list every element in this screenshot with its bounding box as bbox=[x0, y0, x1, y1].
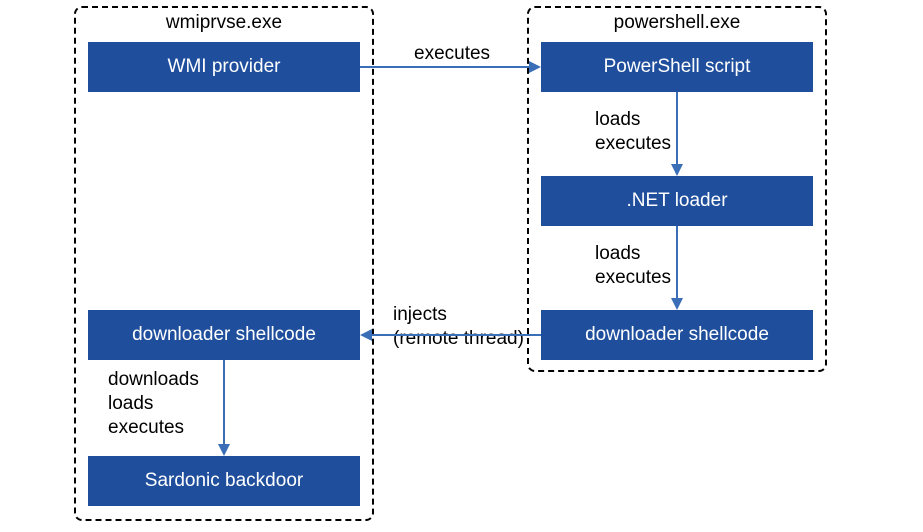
edge-label-line: executes bbox=[108, 416, 199, 440]
edge-label-injects: injects (remote thread) bbox=[393, 303, 524, 351]
edge-label-line: loads bbox=[595, 108, 671, 132]
node-downloader-shellcode-left: downloader shellcode bbox=[88, 310, 360, 360]
node-net-loader: .NET loader bbox=[541, 176, 813, 226]
diagram-canvas: wmiprvse.exe powershell.exe WMI provider… bbox=[0, 0, 923, 532]
edge-label-downloads-loads-executes: downloads loads executes bbox=[108, 368, 199, 439]
edge-label-line: executes bbox=[595, 132, 671, 156]
node-sardonic-backdoor: Sardonic backdoor bbox=[88, 456, 360, 506]
edge-label-line: downloads bbox=[108, 368, 199, 392]
container-title-wmiprvse: wmiprvse.exe bbox=[166, 12, 282, 34]
edge-label-loads-executes-1: loads executes bbox=[595, 108, 671, 156]
edge-label-line: executes bbox=[595, 266, 671, 290]
edge-label-line: loads bbox=[108, 392, 199, 416]
node-label: downloader shellcode bbox=[585, 324, 769, 346]
node-powershell-script: PowerShell script bbox=[541, 42, 813, 92]
edge-label-line: loads bbox=[595, 242, 671, 266]
node-downloader-shellcode-right: downloader shellcode bbox=[541, 310, 813, 360]
edge-label-loads-executes-2: loads executes bbox=[595, 242, 671, 290]
node-wmi-provider: WMI provider bbox=[88, 42, 360, 92]
edge-label-line: injects bbox=[393, 303, 524, 327]
node-label: downloader shellcode bbox=[132, 324, 316, 346]
container-title-powershell: powershell.exe bbox=[614, 12, 741, 34]
edge-label-line: (remote thread) bbox=[393, 327, 524, 351]
node-label: .NET loader bbox=[626, 190, 727, 212]
edge-label-executes-1: executes bbox=[414, 42, 490, 66]
node-label: Sardonic backdoor bbox=[145, 470, 303, 492]
edge-label-line: executes bbox=[414, 43, 490, 64]
node-label: PowerShell script bbox=[604, 56, 751, 78]
node-label: WMI provider bbox=[168, 56, 281, 78]
